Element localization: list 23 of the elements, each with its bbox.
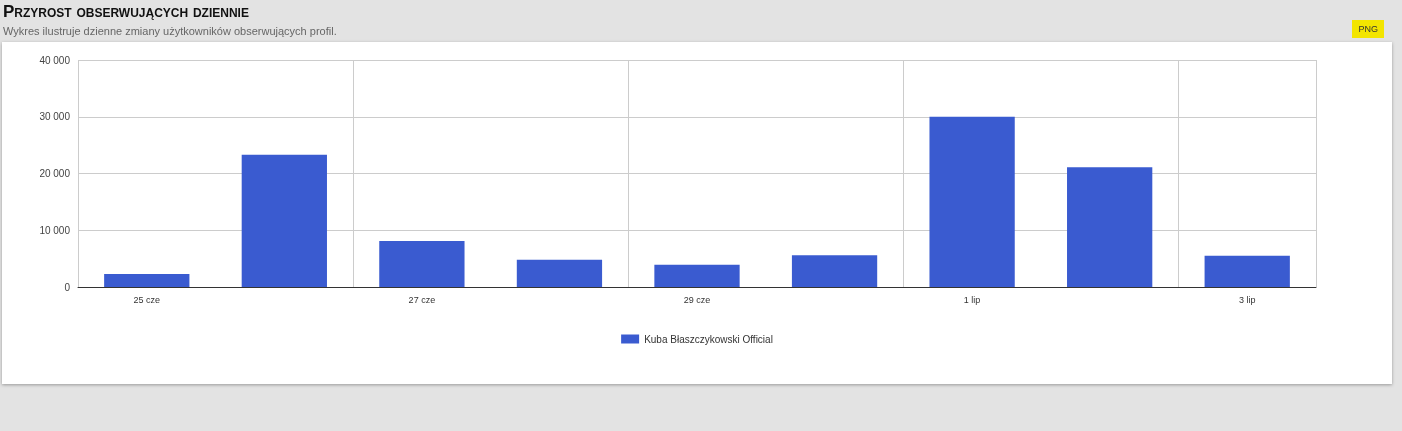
bar	[1204, 255, 1290, 287]
bar	[929, 116, 1015, 287]
x-tick-label: 27 cze	[408, 294, 436, 305]
bar	[241, 154, 327, 287]
y-tick-label: 10 000	[39, 224, 71, 236]
bar	[516, 259, 603, 287]
text: PNG	[1352, 20, 1384, 38]
x-tick-label: 29 cze	[683, 294, 711, 305]
bar	[1067, 167, 1153, 287]
x-tick-label: 1 lip	[963, 294, 981, 305]
x-tick-label: 3 lip	[1238, 294, 1256, 305]
bar	[104, 273, 190, 287]
chart-title: Przyrost obserwujących dziennie	[3, 2, 249, 22]
y-tick-label: 20 000	[39, 168, 71, 179]
x-tick-label: 25 cze	[133, 294, 161, 305]
bar	[379, 241, 465, 287]
legend-label: Kuba Błaszczykowski Official	[644, 333, 773, 345]
chart-subtitle: Wykres ilustruje dzienne zmiany użytkowników obserwujących profil.	[3, 25, 337, 37]
y-tick-label: 40 000	[39, 54, 71, 66]
bar	[654, 264, 740, 287]
y-tick-label: 30 000	[39, 111, 71, 123]
y-tick-label: 0	[64, 281, 71, 293]
bar	[791, 255, 878, 287]
